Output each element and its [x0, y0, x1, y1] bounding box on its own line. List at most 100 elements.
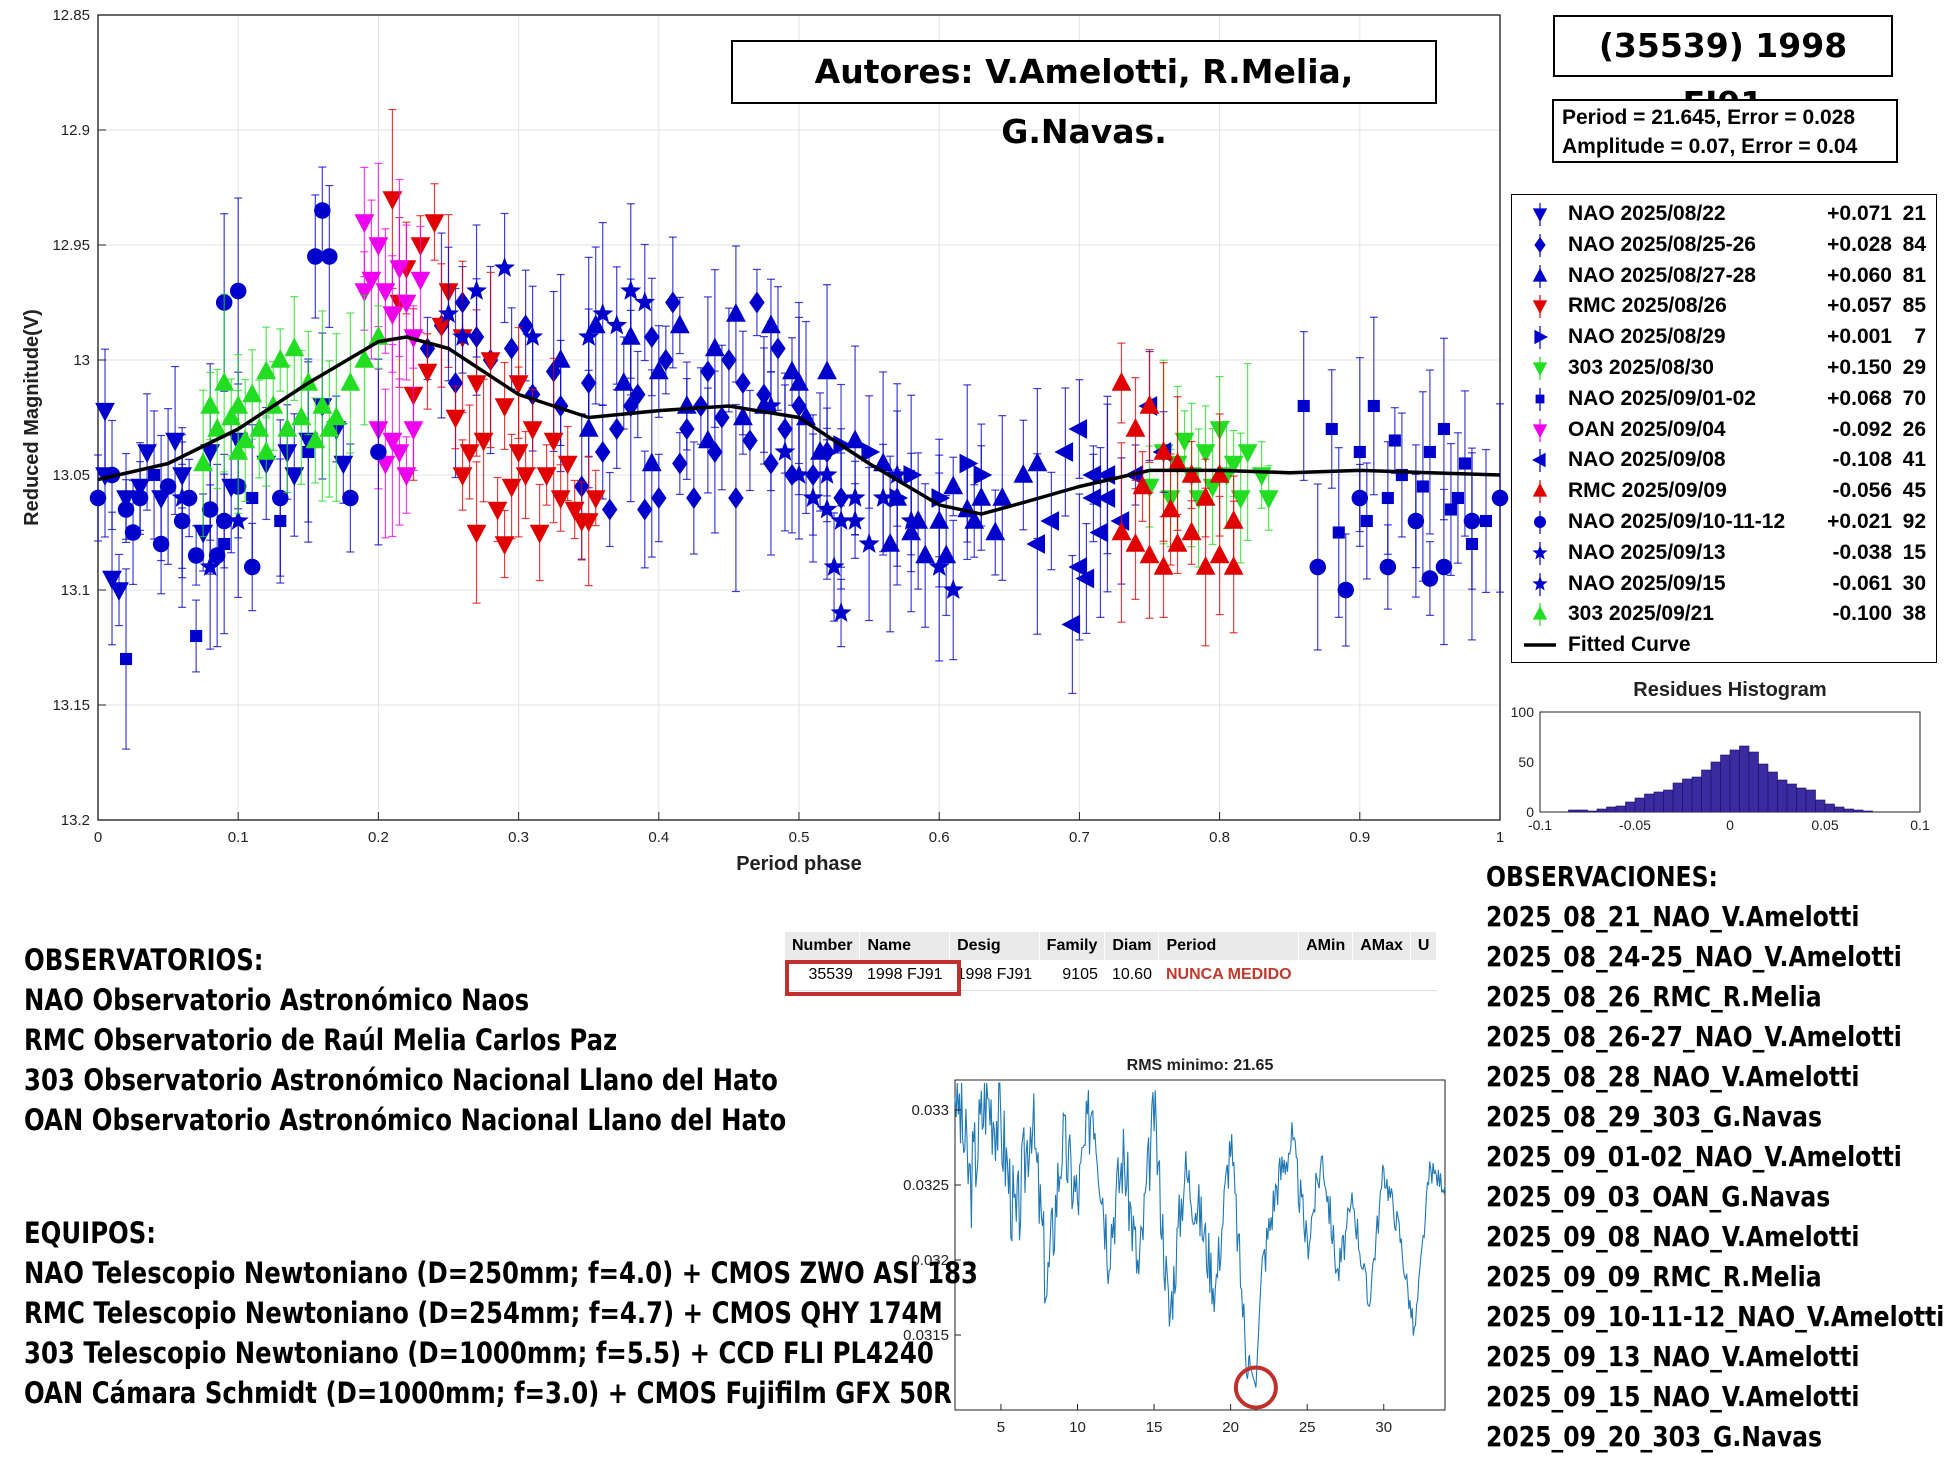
data-point — [973, 465, 993, 485]
data-point — [1013, 464, 1034, 483]
observacion-item: 2025_09_08_NAO_V.Amelotti — [1486, 1220, 1860, 1253]
data-point — [445, 409, 466, 429]
observaciones-list: 2025_08_21_NAO_V.Amelotti 2025_08_24-25_N… — [1486, 897, 1947, 1457]
data-point — [515, 467, 536, 486]
legend-symbol — [1532, 267, 1548, 282]
y-tick-label: 13.05 — [52, 467, 90, 484]
hist-x-tick-label: -0.1 — [1528, 817, 1552, 833]
rms-y-tick-label: 0.0315 — [903, 1327, 949, 1344]
data-point — [1195, 444, 1216, 463]
data-point — [375, 283, 396, 302]
data-point — [1337, 581, 1355, 599]
data-point — [634, 291, 656, 312]
db-table-row: 35539 1998 FJ91 1998 FJ91 9105 10.60 NUNCA ME… — [785, 960, 1437, 991]
histogram-bar — [1815, 799, 1826, 813]
chart-legend: NAO 2025/08/22 +0.071 21 NAO 2025/08/25-26 +… — [1511, 194, 1937, 663]
observacion-item: 2025_09_01-02_NAO_V.Amelotti — [1486, 1140, 1902, 1173]
data-point — [1379, 558, 1397, 576]
data-point — [872, 487, 894, 507]
legend-offset: -0.061 — [1832, 571, 1892, 595]
legend-count: 29 — [1902, 356, 1926, 379]
observatorios-heading: OBSERVATORIOS: — [24, 943, 264, 977]
data-point — [370, 443, 387, 461]
legend-label: RMC 2025/08/26 — [1568, 294, 1727, 318]
legend-item: NAO 2025/09/08 -0.108 41 — [1512, 445, 1936, 476]
data-point — [845, 429, 865, 449]
data-point — [396, 467, 417, 486]
data-point — [256, 360, 277, 380]
data-point — [246, 491, 259, 505]
data-point — [214, 372, 235, 391]
data-point — [749, 291, 765, 314]
data-point — [641, 452, 662, 472]
data-point — [728, 487, 744, 509]
hist-y-tick-label: 50 — [1518, 754, 1534, 770]
data-point — [928, 556, 950, 576]
histogram-bar — [1720, 754, 1731, 813]
data-point — [1096, 488, 1116, 508]
data-point — [959, 453, 979, 474]
legend-offset: +0.021 — [1827, 510, 1892, 533]
db-table-header: Number Name Desig Family Diam Period AMin AMax U — [785, 932, 1438, 960]
data-point — [571, 513, 592, 532]
data-point — [1125, 533, 1146, 552]
data-point — [770, 337, 786, 360]
data-point — [595, 441, 611, 463]
legend-marker-triangle-up — [1532, 603, 1548, 627]
series-rmc-2025-09-09 — [1111, 342, 1244, 647]
y-tick-label: 12.9 — [61, 122, 90, 139]
data-point — [529, 524, 550, 544]
data-point — [1110, 511, 1130, 531]
data-point — [1332, 526, 1345, 539]
data-point — [1407, 512, 1425, 530]
legend-item: NAO 2025/09/10-11-12 +0.021 92 — [1512, 507, 1936, 538]
data-point — [1082, 465, 1102, 485]
data-point — [1309, 558, 1326, 576]
data-point — [578, 326, 600, 346]
legend-offset: -0.056 — [1832, 479, 1892, 503]
observaciones-section: OBSERVACIONES: 2025_08_21_NAO_V.Amelotti… — [1486, 857, 1947, 1457]
data-point — [644, 326, 660, 348]
legend-symbol — [1535, 394, 1545, 404]
data-point — [165, 432, 186, 452]
histogram-bar — [1710, 761, 1721, 813]
legend-count: 92 — [1902, 510, 1926, 533]
observatorio-item: RMC Observatorio de Raúl Melia Carlos Pa… — [24, 1023, 618, 1057]
histogram-bar — [1805, 789, 1816, 813]
asteroid-db-table: Number Name Desig Family Diam Period AMin AMax U… — [785, 932, 1438, 991]
legend-label: 303 2025/09/21 — [1568, 602, 1714, 626]
y-tick-label: 13.1 — [61, 582, 90, 599]
data-point — [861, 442, 881, 462]
data-point — [936, 544, 957, 564]
y-tick-label: 12.95 — [52, 237, 90, 254]
legend-label: NAO 2025/09/15 — [1568, 571, 1726, 595]
legend-marker-triangle-down — [1532, 203, 1548, 226]
data-point — [536, 467, 557, 486]
data-point — [452, 467, 473, 486]
rms-y-tick-label: 0.033 — [911, 1102, 949, 1119]
data-point — [543, 432, 564, 452]
db-cell — [1298, 960, 1353, 991]
equipos-list: NAO Telescopio Newtoniano (D=250mm; f=4.… — [24, 1253, 1160, 1413]
data-point — [321, 248, 338, 265]
rms-y-tick-label: 0.032 — [911, 1252, 949, 1269]
data-point — [620, 280, 642, 300]
data-point — [171, 487, 193, 507]
data-point — [1451, 491, 1464, 505]
data-point — [302, 445, 315, 459]
data-point — [1075, 568, 1095, 589]
legend-item: NAO 2025/09/01-02 +0.068 70 — [1512, 384, 1936, 415]
legend-marker-line — [1524, 643, 1556, 647]
rms-x-tick-label: 30 — [1375, 1419, 1392, 1436]
name-highlight-box — [785, 960, 961, 996]
x-axis-label: Period phase — [736, 853, 862, 875]
data-point — [1054, 442, 1074, 462]
data-point — [199, 556, 221, 576]
data-point — [403, 421, 424, 440]
data-point — [1458, 457, 1471, 470]
data-point — [1209, 544, 1230, 564]
histogram-bar — [1691, 776, 1702, 813]
rms-y-tick-label: 0.0325 — [903, 1177, 949, 1194]
observacion-item: 2025_08_28_NAO_V.Amelotti — [1486, 1060, 1860, 1093]
x-tick-label: 0.3 — [508, 829, 529, 846]
